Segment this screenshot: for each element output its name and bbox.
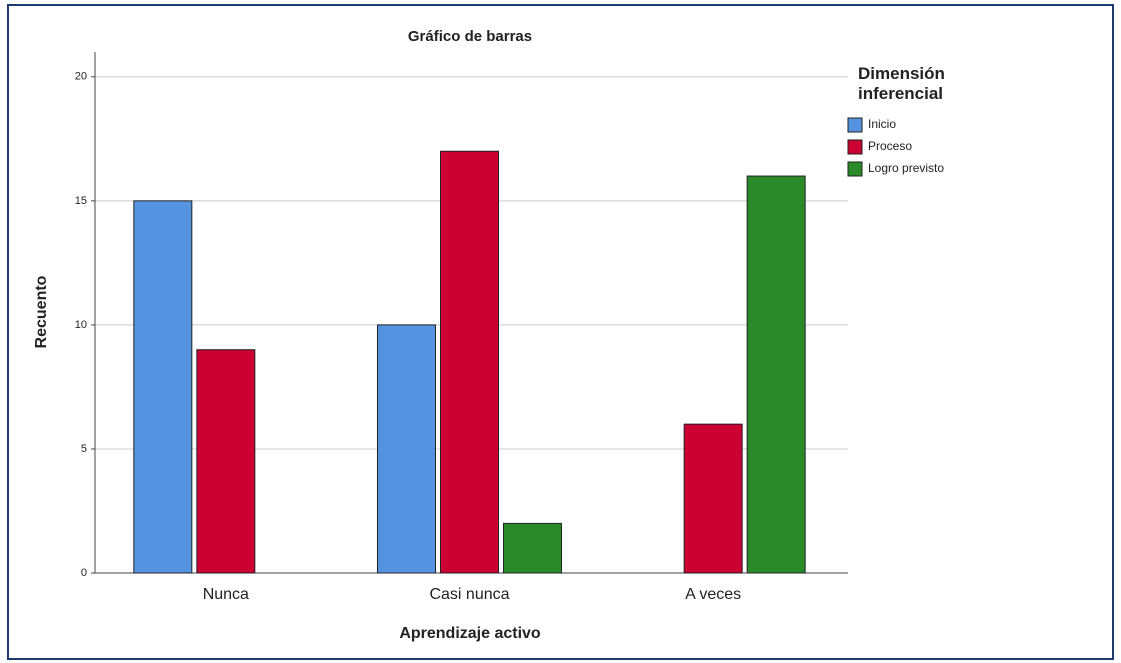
bar xyxy=(196,349,256,574)
y-tick-label: 15 xyxy=(75,195,87,207)
bar xyxy=(746,175,806,574)
y-axis-label: Recuento xyxy=(33,275,50,348)
bar xyxy=(683,423,743,574)
bar xyxy=(503,522,562,574)
x-tick-label: A veces xyxy=(685,586,741,603)
y-tick-label: 0 xyxy=(81,567,87,579)
legend-swatch xyxy=(847,161,863,177)
legend-label: Logro previsto xyxy=(868,161,944,175)
y-tick-label: 10 xyxy=(75,319,87,331)
legend-title: Dimensión inferencial xyxy=(858,64,945,103)
chart-title: Gráfico de barras xyxy=(408,28,532,45)
y-tick-label: 5 xyxy=(81,443,87,455)
legend-label: Inicio xyxy=(868,117,896,131)
y-tick-label: 20 xyxy=(75,71,87,83)
x-tick-label: Nunca xyxy=(203,586,249,603)
legend-label: Proceso xyxy=(868,139,912,153)
legend-swatch xyxy=(847,117,863,133)
x-tick-label: Casi nunca xyxy=(429,586,509,603)
bar xyxy=(377,324,436,574)
legend-swatch xyxy=(847,139,863,155)
bar xyxy=(440,150,499,574)
x-axis-label: Aprendizaje activo xyxy=(399,625,541,642)
bar xyxy=(133,200,193,574)
